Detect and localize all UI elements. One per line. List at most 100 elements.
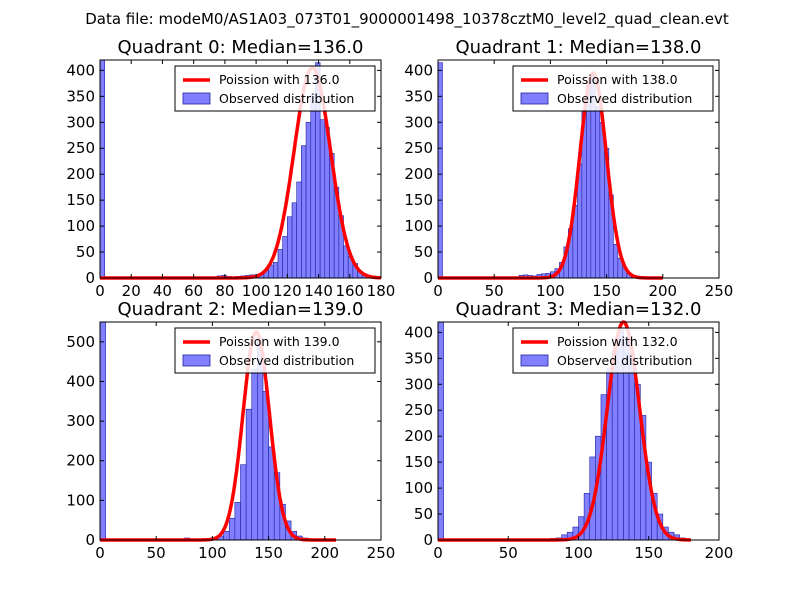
y-tick-label: 350	[66, 87, 95, 105]
panel-title: Quadrant 3: Median=132.0	[456, 299, 702, 320]
x-tick-label: 200	[648, 282, 677, 300]
y-tick-label: 0	[85, 531, 95, 549]
y-tick-label: 150	[404, 191, 433, 209]
y-tick-label: 400	[66, 61, 95, 79]
y-tick-label: 200	[66, 452, 95, 470]
histogram-bar	[437, 321, 444, 541]
histogram-bar	[310, 93, 316, 279]
y-tick-label: 200	[404, 165, 433, 183]
histogram-bar	[228, 517, 236, 541]
y-tick-label: 150	[66, 191, 95, 209]
x-tick-label: 100	[564, 544, 593, 562]
x-tick-label: 100	[242, 282, 271, 300]
x-tick-label: 100	[198, 544, 227, 562]
y-tick-label: 400	[404, 61, 433, 79]
axes-frame	[99, 59, 382, 279]
x-tick-label: 50	[147, 544, 166, 562]
x-tick-label: 0	[95, 282, 105, 300]
histogram-bar	[99, 59, 105, 279]
legend-hist-swatch	[520, 354, 549, 367]
legend-hist-swatch	[182, 92, 211, 105]
x-tick-label: 150	[254, 544, 283, 562]
panel-title: Quadrant 1: Median=138.0	[456, 37, 702, 58]
histogram-bar	[628, 352, 636, 541]
y-tick-label: 100	[66, 217, 95, 235]
panel-quadrant-1: Quadrant 1: Median=138.0 0 50 100 150 200 250…	[404, 37, 733, 300]
histogram-bar	[234, 502, 241, 541]
axes-frame	[99, 321, 382, 541]
x-tick-label: 200	[310, 544, 339, 562]
x-tick-label: 100	[536, 282, 565, 300]
x-tick-label: 50	[485, 282, 504, 300]
y-tick-label: 100	[404, 479, 433, 497]
legend-line-label: Poission with 132.0	[557, 334, 678, 349]
legend-hist-label: Observed distribution	[219, 91, 354, 106]
x-tick-label: 150	[592, 282, 621, 300]
y-tick-label: 400	[66, 372, 95, 390]
y-tick-label: 300	[404, 113, 433, 131]
y-tick-label: 0	[85, 269, 95, 287]
histogram-bar	[291, 202, 297, 279]
panel-title: Quadrant 0: Median=136.0	[118, 37, 364, 58]
x-tick-label: 0	[433, 282, 443, 300]
y-tick-label: 300	[404, 375, 433, 393]
histogram-bar	[305, 121, 312, 279]
histogram-bar	[296, 181, 302, 279]
x-tick-label: 250	[367, 544, 396, 562]
x-tick-label: 50	[499, 544, 518, 562]
legend-hist-label: Observed distribution	[557, 91, 692, 106]
histogram-bar	[282, 236, 288, 279]
figure-suptitle: Data file: modeM0/AS1A03_073T01_90000014…	[85, 10, 729, 29]
histogram-bar	[277, 249, 283, 279]
y-tick-label: 250	[404, 139, 433, 157]
histogram-bar	[245, 408, 253, 541]
legend-line-label: Poission with 139.0	[219, 334, 340, 349]
y-tick-label: 100	[404, 217, 433, 235]
histogram-bar	[319, 119, 326, 279]
y-tick-label: 50	[414, 243, 433, 261]
x-tick-label: 160	[335, 282, 364, 300]
y-tick-label: 300	[66, 113, 95, 131]
histogram-bar	[223, 530, 230, 541]
y-tick-label: 400	[404, 323, 433, 341]
y-tick-label: 100	[66, 491, 95, 509]
histogram-bar	[611, 350, 619, 541]
y-tick-label: 250	[404, 401, 433, 419]
panel-title: Quadrant 2: Median=139.0	[118, 299, 364, 320]
histogram-bar	[240, 464, 247, 541]
legend-hist-label: Observed distribution	[219, 353, 354, 368]
x-tick-label: 0	[433, 544, 443, 562]
y-tick-label: 350	[404, 349, 433, 367]
x-tick-label: 60	[184, 282, 203, 300]
y-tick-label: 150	[404, 453, 433, 471]
histogram-bar	[301, 145, 307, 279]
x-tick-label: 140	[304, 282, 333, 300]
y-tick-label: 50	[76, 243, 95, 261]
y-tick-label: 350	[404, 87, 433, 105]
y-tick-label: 0	[423, 269, 433, 287]
legend-line-label: Poission with 136.0	[219, 72, 340, 87]
histogram-bar	[287, 216, 293, 279]
panel-quadrant-3: Quadrant 3: Median=132.0 0 50 100 150 200 0 50…	[404, 299, 733, 562]
y-tick-label: 500	[66, 333, 95, 351]
legend-hist-swatch	[520, 92, 549, 105]
x-tick-label: 40	[153, 282, 172, 300]
legend-hist-swatch	[182, 354, 211, 367]
histogram-bar	[599, 121, 605, 279]
x-tick-label: 200	[705, 544, 734, 562]
panel-quadrant-2: Quadrant 2: Median=139.0 0 50 100 150 200 250…	[66, 299, 395, 562]
x-tick-label: 120	[273, 282, 302, 300]
x-tick-label: 250	[705, 282, 734, 300]
legend-line-label: Poission with 138.0	[557, 72, 678, 87]
x-tick-label: 0	[95, 544, 105, 562]
axes-frame	[437, 59, 720, 279]
y-tick-label: 200	[404, 427, 433, 445]
histogram-bar	[613, 243, 619, 279]
x-tick-label: 150	[634, 544, 663, 562]
histogram-bar	[272, 262, 279, 279]
x-tick-label: 20	[122, 282, 141, 300]
x-tick-label: 180	[367, 282, 396, 300]
histogram-bar	[595, 106, 601, 279]
y-tick-label: 300	[66, 412, 95, 430]
